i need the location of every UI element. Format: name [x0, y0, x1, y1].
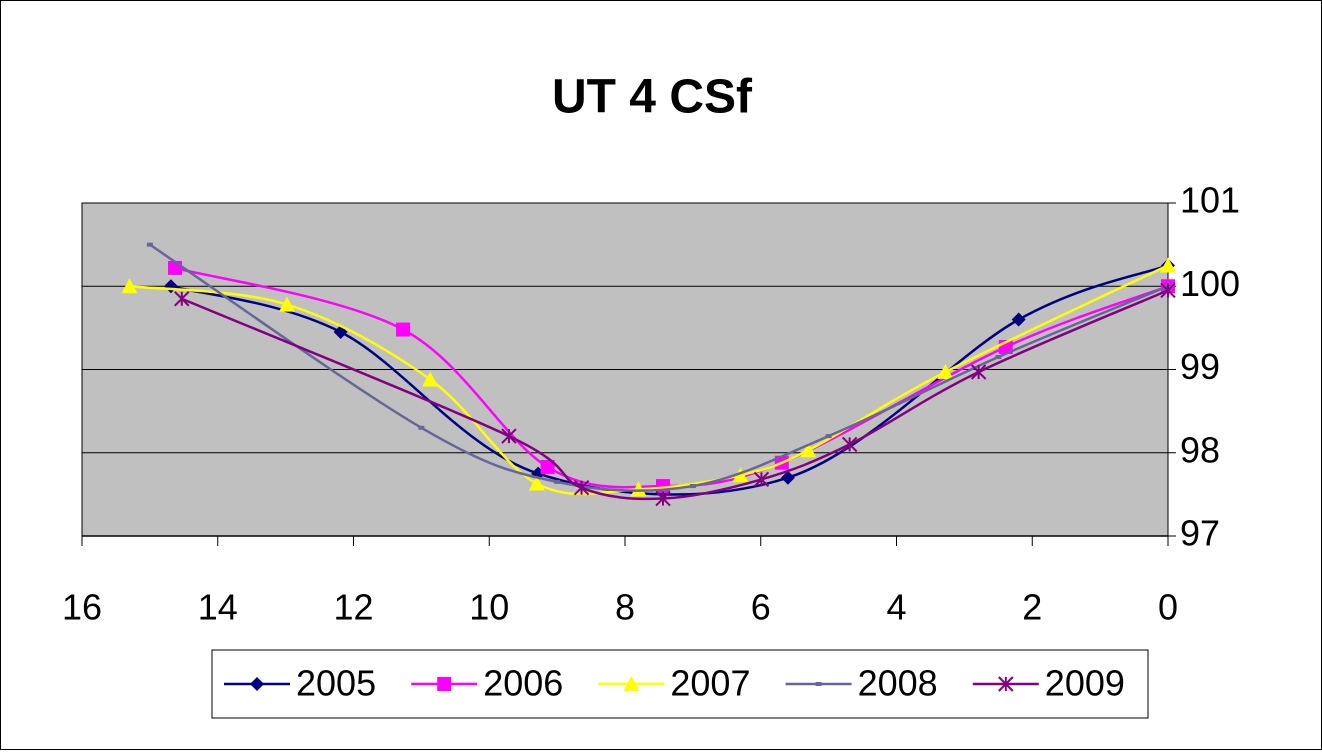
legend-marker	[437, 677, 452, 691]
legend-marker	[623, 676, 640, 691]
marker	[970, 364, 987, 380]
marker	[1160, 257, 1176, 273]
legend-label: 2008	[858, 663, 938, 704]
legend-label: 2006	[483, 663, 563, 704]
legend-item: 2006	[411, 663, 563, 704]
marker	[501, 428, 517, 444]
x-tick-label: 16	[62, 587, 102, 628]
legend-item: 2008	[785, 663, 938, 704]
x-tick-label: 8	[615, 587, 635, 628]
marker	[995, 355, 1002, 360]
legend-label: 2007	[670, 663, 750, 704]
y-tick-label: 98	[1180, 429, 1220, 470]
marker	[689, 484, 696, 489]
marker	[174, 291, 190, 307]
marker	[780, 470, 795, 485]
x-tick-label: 6	[751, 587, 771, 628]
legend-label: 2009	[1045, 663, 1125, 704]
marker	[841, 436, 858, 453]
x-tick-label: 12	[333, 587, 373, 628]
marker	[630, 481, 647, 497]
x-tick-label: 4	[886, 587, 906, 628]
y-tick-label: 101	[1180, 180, 1240, 221]
x-tick-label: 0	[1158, 587, 1178, 628]
legend-item: 2007	[598, 663, 750, 704]
legend-marker	[998, 676, 1014, 692]
marker	[1011, 312, 1026, 327]
marker	[800, 442, 817, 458]
marker	[554, 479, 561, 484]
marker	[753, 471, 770, 488]
marker	[937, 363, 954, 379]
marker	[825, 434, 832, 439]
marker	[540, 459, 555, 474]
marker	[573, 480, 590, 496]
marker	[528, 475, 545, 491]
marker	[1160, 282, 1176, 299]
marker	[396, 322, 411, 337]
chart-title: UT 4 CSf	[552, 71, 753, 124]
legend-item: 2005	[224, 663, 376, 704]
marker	[121, 278, 138, 294]
legend-item: 2009	[972, 663, 1125, 704]
marker	[655, 490, 671, 507]
marker	[278, 296, 295, 312]
legend-marker	[815, 682, 822, 686]
marker	[418, 425, 425, 430]
legend-label: 2005	[296, 663, 376, 704]
y-tick-label: 97	[1180, 513, 1220, 554]
marker	[146, 242, 153, 247]
legend-marker	[250, 677, 264, 691]
marker	[732, 467, 749, 483]
x-tick-label: 10	[469, 587, 509, 628]
y-tick-label: 99	[1180, 346, 1220, 387]
y-tick-label: 100	[1180, 263, 1240, 304]
x-tick-label: 2	[1022, 587, 1042, 628]
marker	[422, 371, 439, 387]
x-tick-label: 14	[198, 587, 238, 628]
